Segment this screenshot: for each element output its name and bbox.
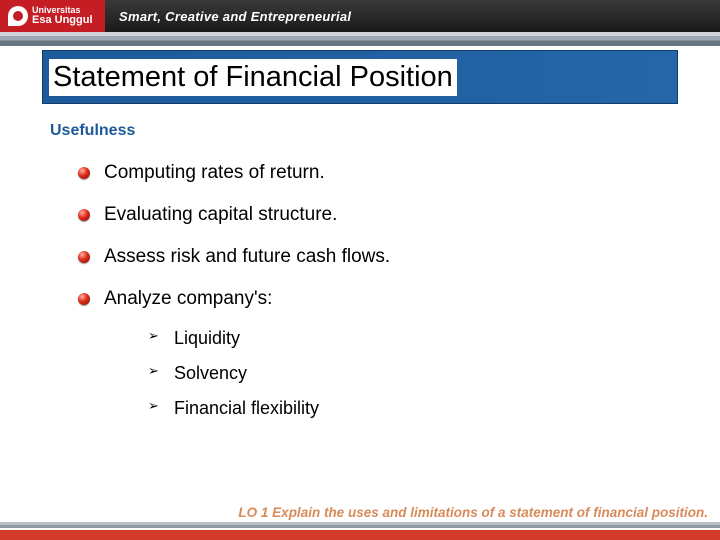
sub-bullet-text: Financial flexibility: [174, 398, 319, 418]
university-logo: Universitas Esa Unggul: [0, 0, 105, 32]
sub-bullet-list: Liquidity Solvency Financial flexibility: [104, 310, 670, 419]
list-item: Assess risk and future cash flows.: [78, 246, 670, 268]
top-header: Universitas Esa Unggul Smart, Creative a…: [0, 0, 720, 32]
list-item: Computing rates of return.: [78, 162, 670, 184]
title-wrap: Statement of Financial Position: [0, 46, 720, 104]
sub-bullet-text: Solvency: [174, 363, 247, 383]
learning-objective: LO 1 Explain the uses and limitations of…: [0, 505, 720, 520]
title-band: Statement of Financial Position: [42, 50, 678, 104]
content-area: Usefulness Computing rates of return. Ev…: [0, 104, 720, 419]
logo-line2: Esa Unggul: [32, 15, 93, 26]
logo-mark-icon: [8, 6, 28, 26]
sub-list-item: Financial flexibility: [148, 398, 670, 419]
list-item: Analyze company's: Liquidity Solvency Fi…: [78, 288, 670, 419]
bullet-text: Analyze company's:: [104, 288, 272, 309]
sub-list-item: Liquidity: [148, 328, 670, 349]
bullet-text: Evaluating capital structure.: [104, 204, 337, 225]
sub-list-item: Solvency: [148, 363, 670, 384]
header-stripes: [0, 32, 720, 46]
bullet-text: Computing rates of return.: [104, 162, 325, 183]
section-heading: Usefulness: [50, 122, 670, 140]
tagline: Smart, Creative and Entrepreneurial: [119, 9, 351, 24]
footer-stripes: [0, 522, 720, 540]
logo-text: Universitas Esa Unggul: [32, 6, 93, 26]
footer: LO 1 Explain the uses and limitations of…: [0, 505, 720, 540]
main-bullet-list: Computing rates of return. Evaluating ca…: [50, 162, 670, 419]
list-item: Evaluating capital structure.: [78, 204, 670, 226]
bullet-text: Assess risk and future cash flows.: [104, 246, 390, 267]
sub-bullet-text: Liquidity: [174, 328, 240, 348]
slide-title: Statement of Financial Position: [49, 59, 457, 96]
